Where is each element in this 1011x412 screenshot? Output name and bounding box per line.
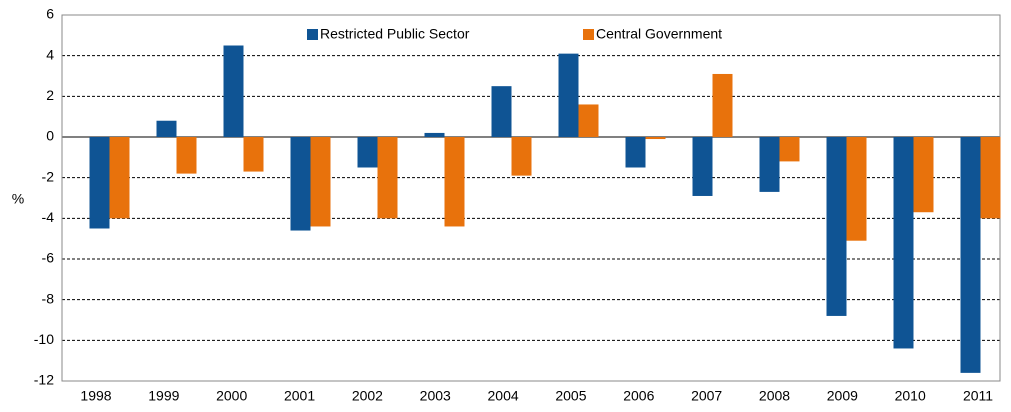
y-tick-label: 2	[46, 87, 54, 103]
bar	[223, 45, 244, 137]
x-tick-label: 2010	[895, 388, 926, 404]
x-tick-label: 1998	[80, 388, 111, 404]
y-axis-label: %	[12, 191, 24, 207]
x-tick-label: 2011	[963, 388, 993, 404]
bar	[491, 86, 512, 137]
legend-label: Restricted Public Sector	[320, 26, 470, 42]
bar	[846, 137, 867, 241]
x-tick-label: 2002	[352, 388, 383, 404]
legend-label: Central Government	[596, 26, 722, 42]
x-tick-label: 2001	[284, 388, 315, 404]
bar	[960, 137, 981, 373]
bar	[692, 137, 713, 196]
bar	[712, 73, 733, 137]
bar	[558, 53, 579, 138]
y-tick-label: -12	[34, 372, 54, 388]
bar	[779, 137, 800, 162]
bar	[444, 137, 465, 227]
bar	[176, 137, 197, 174]
bar	[893, 137, 914, 349]
x-tick-label: 1999	[148, 388, 179, 404]
y-tick-label: -4	[42, 209, 55, 225]
x-tick-label: 2005	[555, 388, 586, 404]
x-tick-label: 2000	[216, 388, 247, 404]
x-tick-label: 2003	[420, 388, 451, 404]
bar	[424, 132, 445, 137]
y-tick-label: 6	[46, 6, 54, 22]
bar	[578, 104, 599, 137]
bar	[310, 137, 331, 227]
bar	[290, 137, 311, 231]
bar	[109, 137, 130, 219]
bar	[625, 137, 646, 168]
y-tick-label: 0	[46, 128, 54, 144]
x-tick-label: 2007	[691, 388, 722, 404]
bar	[826, 137, 847, 316]
x-tick-label: 2009	[827, 388, 858, 404]
y-tick-label: -8	[42, 290, 55, 306]
legend-swatch	[307, 29, 318, 40]
bar	[89, 137, 110, 229]
y-tick-label: 4	[46, 46, 54, 62]
bar	[243, 137, 264, 172]
x-tick-label: 2008	[759, 388, 790, 404]
bar	[645, 137, 666, 140]
y-tick-label: -10	[34, 331, 54, 347]
bar	[980, 137, 1001, 219]
y-tick-label: -6	[42, 250, 55, 266]
x-tick-label: 2006	[623, 388, 654, 404]
x-tick-label: 2004	[488, 388, 519, 404]
legend-swatch	[583, 29, 594, 40]
bar	[759, 137, 780, 192]
y-tick-label: -2	[42, 168, 55, 184]
bar	[357, 137, 378, 168]
bar	[913, 137, 934, 213]
bar	[377, 137, 398, 219]
bar	[156, 120, 177, 137]
bar	[511, 137, 532, 176]
